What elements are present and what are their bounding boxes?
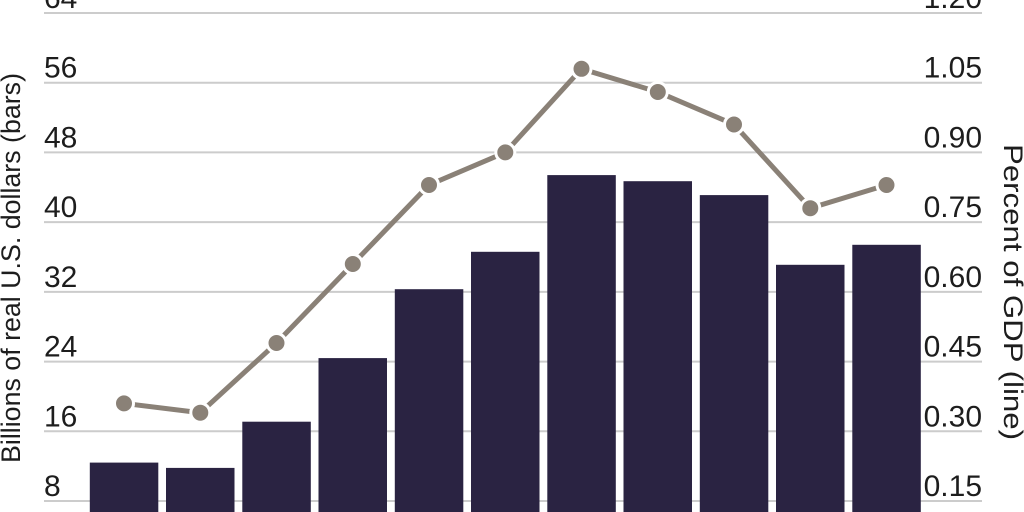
right-axis-ticks: 0.15 0.30 0.45 0.60 0.75 0.90 1.05 1.20 [924,0,982,503]
line-marker [341,253,364,275]
line-marker [570,57,593,80]
line-marker [494,141,517,164]
right-axis-title: Percent of GDP (line) [998,144,1024,440]
line-marker [189,401,212,424]
line-marker [723,113,745,136]
left-tick-label: 24 [44,331,77,364]
line-series [113,57,898,424]
line-marker [875,174,898,196]
line-marker [646,81,669,103]
line-marker [418,174,440,196]
right-tick-label: 1.20 [924,0,982,15]
right-tick-label: 0.90 [924,121,982,154]
bar [699,195,769,512]
right-tick-label: 0.30 [924,400,982,433]
right-tick-label: 1.05 [924,52,982,85]
bar [242,421,311,512]
bar [852,244,921,512]
bar [166,467,235,512]
bar [394,289,464,512]
right-tick-label: 0.60 [924,261,982,294]
bar [547,175,616,512]
left-tick-label: 64 [44,0,77,15]
bar [318,358,387,512]
bar-series [89,175,921,512]
left-tick-label: 8 [44,470,61,503]
right-tick-label: 0.45 [924,331,982,364]
line-marker [113,392,135,415]
bar [623,181,692,512]
left-tick-label: 56 [44,52,77,85]
left-tick-label: 32 [44,261,77,294]
bar [89,462,159,512]
left-tick-label: 40 [44,191,77,224]
left-axis-ticks: 8 16 24 32 40 48 56 64 [44,0,77,503]
right-tick-label: 0.15 [924,470,982,503]
right-tick-label: 0.75 [924,191,982,224]
line-marker [799,197,822,220]
left-tick-label: 48 [44,121,77,154]
left-axis-title: Billions of real U.S. dollars (bars) [0,73,26,463]
line-marker [265,332,288,354]
bar [776,264,845,512]
bar [471,251,540,512]
left-tick-label: 16 [44,400,77,433]
